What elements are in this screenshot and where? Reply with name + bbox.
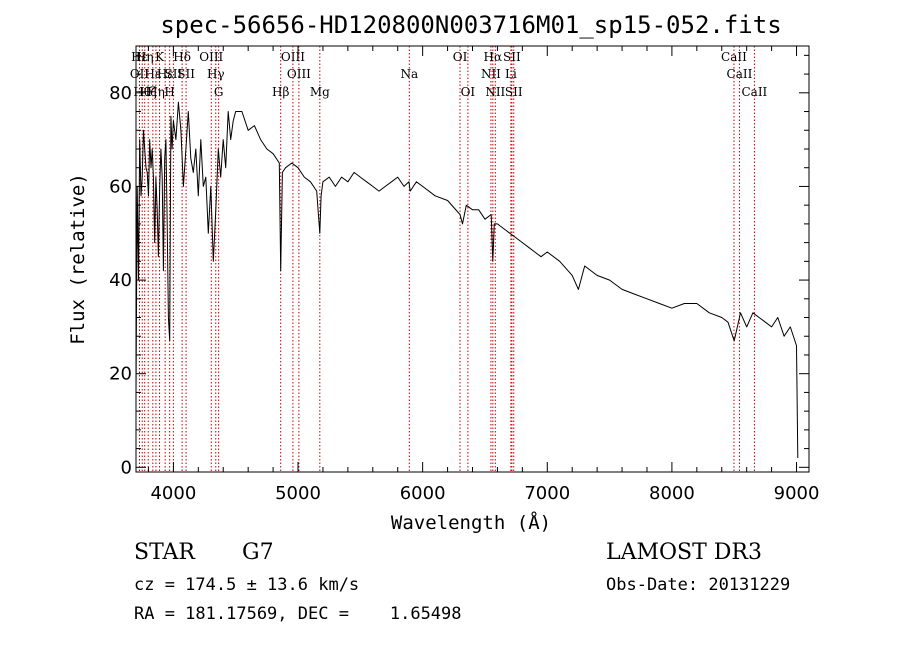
x-tick-label: 7000 — [524, 483, 570, 504]
object-type: STAR — [134, 540, 196, 565]
spectral-line-label: Hζ — [140, 85, 157, 99]
spectral-line-label: CaII — [727, 67, 753, 81]
spectrum-series — [135, 101, 799, 459]
spectral-line-markers — [138, 46, 755, 472]
spectral-line-label: K — [155, 50, 165, 64]
x-tick-label: 5000 — [275, 483, 321, 504]
y-tick-label: 80 — [109, 83, 132, 104]
spectral-line-label: SII — [505, 85, 523, 99]
x-tick-label: 8000 — [649, 483, 695, 504]
spectral-line-label: CaII — [721, 50, 747, 64]
spectral-line-label: H — [164, 85, 174, 99]
y-tick-label: 20 — [109, 364, 132, 385]
chart-title: spec-56656-HD120800N003716M01_sp15-052.f… — [160, 11, 781, 39]
ra-dec-readout: RA = 181.17569, DEC = 1.65498 — [134, 604, 462, 624]
subclass: G7 — [242, 540, 274, 565]
spectral-line-label: Hα — [484, 50, 503, 64]
cz-readout: cz = 174.5 ± 13.6 km/s — [134, 575, 359, 595]
y-axis-label: Flux (relative) — [67, 173, 89, 345]
spectral-line-label: Hδ — [173, 50, 191, 64]
spectral-line-label: OI — [461, 85, 476, 99]
spectral-line-label: Hθ — [133, 85, 151, 99]
spectral-line-label: CaII — [741, 85, 767, 99]
spectral-line-label: OIII — [199, 50, 223, 64]
y-tick-label: 40 — [109, 270, 132, 291]
spectral-line-label: SII — [177, 67, 195, 81]
spectral-line-label: Hε — [157, 67, 174, 81]
spectrum-line — [135, 101, 799, 459]
spectral-line-label: SII — [503, 50, 521, 64]
spectral-line-label: Hβ — [272, 85, 289, 99]
spectral-line-label: Mg — [310, 85, 330, 99]
spectral-line-label: OI — [453, 50, 468, 64]
spectral-line-label: SII — [165, 67, 183, 81]
y-tick-label: 60 — [109, 176, 132, 197]
plot-frame — [135, 45, 810, 473]
spectral-line-label: OIII — [287, 67, 311, 81]
spectral-line-label: OIII — [281, 50, 305, 64]
x-tick-label: 6000 — [400, 483, 446, 504]
survey-name: LAMOST DR3 — [606, 540, 762, 565]
axis-tick-labels: 4000 5000 6000 7000 8000 9000 0 20 40 60 80 — [109, 83, 819, 504]
spectral-line-label: G — [214, 85, 224, 99]
spectral-line-label: Hη — [136, 50, 154, 64]
y-tick-label: 0 — [121, 457, 132, 478]
x-tick-label: 9000 — [774, 483, 820, 504]
axis-ticks — [136, 46, 809, 472]
x-axis-label: Wavelength (Å) — [391, 511, 551, 534]
spectral-line-label: Hε — [144, 67, 161, 81]
spectral-line-label: NII — [481, 67, 501, 81]
spectral-line-label: NII — [485, 85, 505, 99]
spectral-line-label: Hε — [131, 50, 148, 64]
spectral-line-label: Hγ — [207, 67, 225, 81]
spectral-line-label: Hη — [147, 85, 165, 99]
spectral-line-label: Na — [400, 67, 418, 81]
x-tick-label: 4000 — [150, 483, 196, 504]
axes — [135, 45, 810, 473]
obs-date: Obs-Date: 20131229 — [606, 575, 790, 595]
spectral-line-label: Li — [505, 67, 517, 81]
